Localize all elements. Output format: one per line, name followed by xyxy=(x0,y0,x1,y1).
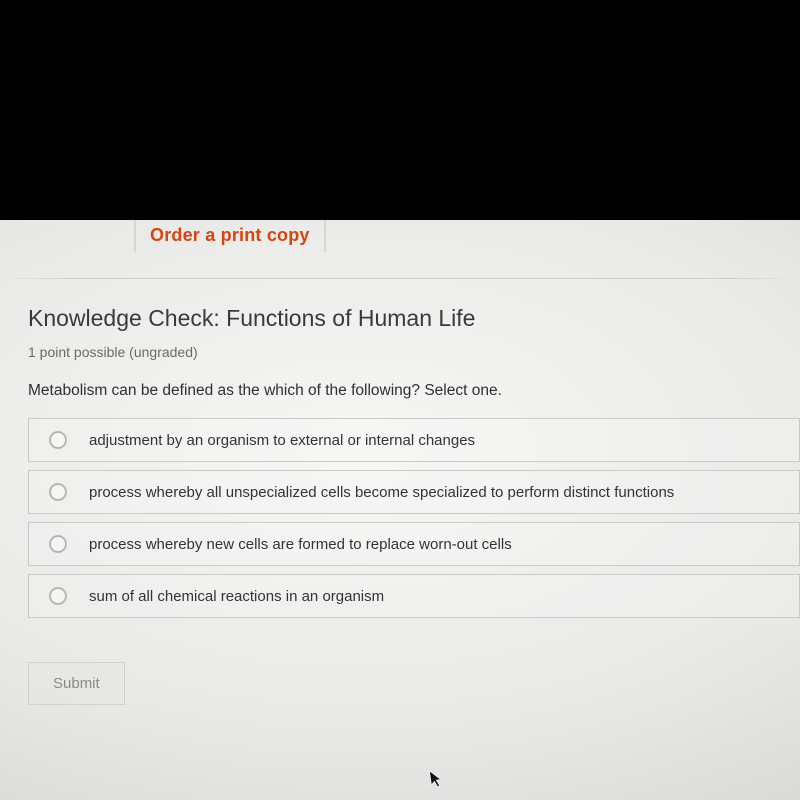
quiz-title: Knowledge Check: Functions of Human Life xyxy=(28,305,800,332)
option-row[interactable]: adjustment by an organism to external or… xyxy=(28,418,800,462)
options-group: adjustment by an organism to external or… xyxy=(28,418,800,618)
order-print-link[interactable]: Order a print copy xyxy=(150,220,310,250)
radio-icon[interactable] xyxy=(49,587,67,605)
option-label: adjustment by an organism to external or… xyxy=(89,432,475,449)
submit-button[interactable]: Submit xyxy=(28,662,125,705)
quiz-content: Knowledge Check: Functions of Human Life… xyxy=(0,279,800,705)
tab-divider xyxy=(324,220,326,252)
option-row[interactable]: process whereby all unspecialized cells … xyxy=(28,470,800,514)
question-prompt: Metabolism can be defined as the which o… xyxy=(28,382,800,400)
points-possible-text: 1 point possible (ungraded) xyxy=(28,344,800,360)
radio-icon[interactable] xyxy=(49,431,67,449)
radio-icon[interactable] xyxy=(49,483,67,501)
device-black-bar xyxy=(0,0,800,220)
page-surface: Order a print copy Knowledge Check: Func… xyxy=(0,220,800,800)
option-label: process whereby new cells are formed to … xyxy=(89,536,512,553)
option-row[interactable]: process whereby new cells are formed to … xyxy=(28,522,800,566)
cursor-icon xyxy=(428,768,445,795)
option-row[interactable]: sum of all chemical reactions in an orga… xyxy=(28,574,800,618)
tab-divider xyxy=(134,220,136,252)
option-label: sum of all chemical reactions in an orga… xyxy=(89,588,384,605)
tab-row: Order a print copy xyxy=(0,220,800,262)
radio-icon[interactable] xyxy=(49,535,67,553)
option-label: process whereby all unspecialized cells … xyxy=(89,484,674,501)
submit-area: Submit xyxy=(28,662,800,705)
